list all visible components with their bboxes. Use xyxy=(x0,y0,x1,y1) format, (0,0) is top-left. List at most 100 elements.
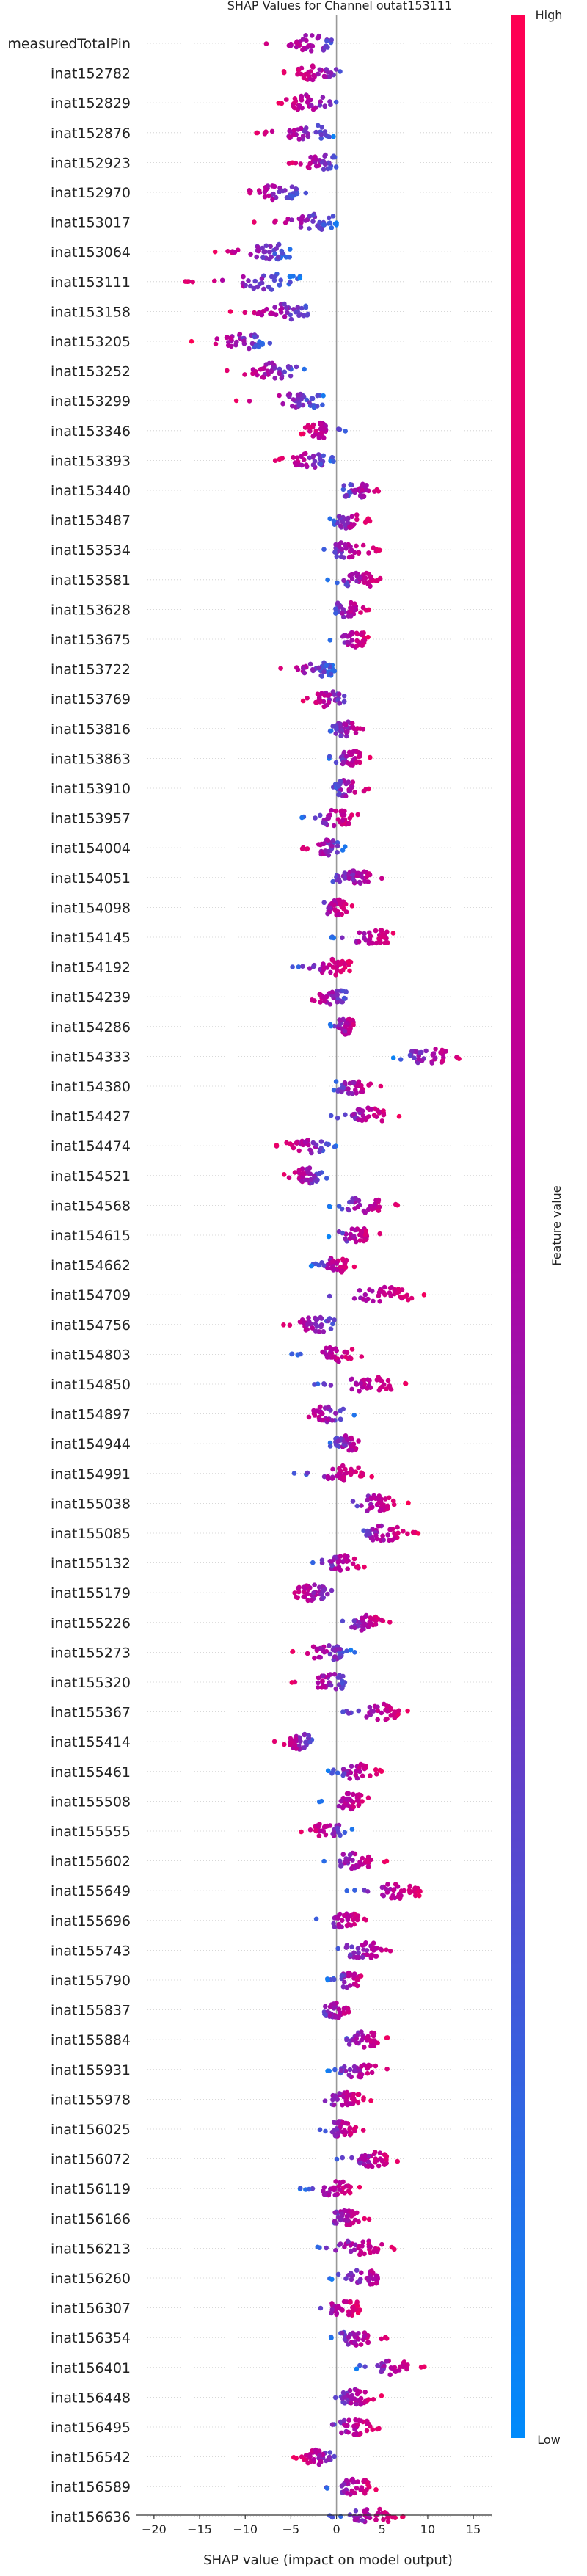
shap-point xyxy=(382,2363,387,2369)
shap-point xyxy=(283,255,289,260)
shap-point xyxy=(351,2064,357,2070)
shap-point xyxy=(373,928,379,934)
shap-point xyxy=(318,462,324,467)
shap-point xyxy=(302,128,308,133)
shap-point xyxy=(332,2453,337,2459)
shap-point xyxy=(306,1315,311,1320)
shap-point xyxy=(360,1855,365,1861)
shap-point xyxy=(330,2097,335,2103)
shap-point xyxy=(301,75,307,81)
shap-point xyxy=(272,251,277,257)
feature-points xyxy=(330,778,372,799)
shap-point xyxy=(339,1863,344,1869)
shap-point xyxy=(345,2006,351,2012)
shap-point xyxy=(384,1890,390,1895)
shap-point xyxy=(327,220,333,226)
shap-point xyxy=(334,2156,340,2162)
shap-point xyxy=(338,2241,343,2246)
shap-point xyxy=(343,542,348,547)
shap-point xyxy=(322,2192,328,2197)
shap-point xyxy=(345,639,350,645)
shap-point xyxy=(310,454,316,459)
shap-point xyxy=(309,1263,314,1269)
shap-point xyxy=(342,1979,347,1985)
shap-point xyxy=(338,1911,343,1917)
shap-point xyxy=(342,2395,348,2400)
shap-point xyxy=(332,2133,338,2139)
shap-point xyxy=(357,2252,362,2257)
shap-point xyxy=(344,2037,349,2042)
shap-point xyxy=(276,254,281,260)
shap-point xyxy=(340,848,346,853)
shap-point xyxy=(331,1087,337,1093)
shap-point xyxy=(390,1893,395,1899)
shap-point xyxy=(349,1198,355,1204)
shap-point xyxy=(283,305,289,310)
shap-point xyxy=(331,965,337,970)
shap-point xyxy=(367,1506,373,1511)
shap-point xyxy=(321,393,326,399)
shap-point xyxy=(368,2098,373,2103)
shap-point xyxy=(292,1170,298,1175)
shap-point xyxy=(334,222,339,228)
shap-point xyxy=(297,275,303,281)
shap-point xyxy=(335,988,340,994)
shap-point xyxy=(329,37,335,43)
shap-point xyxy=(365,1952,370,1957)
shap-point xyxy=(290,1649,295,1654)
shap-point xyxy=(259,276,265,282)
shap-point xyxy=(318,1828,324,1834)
shap-point xyxy=(346,876,352,881)
feature-points xyxy=(289,1671,348,1692)
shap-point xyxy=(322,1382,327,1387)
shap-point xyxy=(242,310,248,316)
shap-point xyxy=(384,1716,390,1722)
shap-point xyxy=(318,2305,324,2311)
shap-point xyxy=(340,2155,346,2161)
shap-point xyxy=(293,309,299,315)
shap-point xyxy=(302,1586,307,1591)
shap-point xyxy=(300,37,306,42)
shap-point xyxy=(296,1735,302,1740)
shap-point xyxy=(371,545,376,550)
shap-point xyxy=(336,2131,341,2136)
shap-point xyxy=(339,2430,344,2436)
shap-point xyxy=(290,103,296,109)
shap-point xyxy=(371,1113,377,1118)
shap-point xyxy=(323,821,329,826)
shap-point xyxy=(362,2333,368,2339)
shap-point xyxy=(359,2270,364,2276)
shap-point xyxy=(337,897,342,903)
shap-point xyxy=(324,1176,329,1181)
shap-point xyxy=(416,1056,421,1062)
shap-point xyxy=(352,2068,357,2073)
shap-point xyxy=(306,1733,311,1739)
feature-points xyxy=(327,1433,361,1453)
shap-point xyxy=(316,71,321,77)
shap-point xyxy=(327,754,332,760)
shap-point xyxy=(342,2132,348,2138)
shap-point xyxy=(398,1294,403,1300)
shap-point xyxy=(342,1830,348,1835)
shap-point xyxy=(400,2514,405,2519)
shap-point xyxy=(267,250,272,255)
shap-point xyxy=(333,611,338,616)
shap-point xyxy=(327,134,332,139)
shap-point xyxy=(345,520,351,525)
feature-label: inat154615 xyxy=(51,1228,131,1244)
shap-point xyxy=(354,760,360,765)
shap-point xyxy=(330,689,336,694)
shap-point xyxy=(365,1864,371,1869)
shap-point xyxy=(388,1387,394,1392)
shap-point xyxy=(354,2032,360,2038)
shap-point xyxy=(376,1204,382,1209)
shap-point xyxy=(333,1411,338,1416)
shap-point xyxy=(330,724,336,729)
shap-point xyxy=(324,1141,329,1146)
shap-point xyxy=(347,1080,353,1086)
x-axis-label: SHAP value (impact on model output) xyxy=(203,2553,453,2568)
feature-points xyxy=(334,2150,400,2169)
shap-point xyxy=(372,2038,377,2043)
shap-point xyxy=(396,1895,402,1900)
feature-points xyxy=(233,391,326,410)
